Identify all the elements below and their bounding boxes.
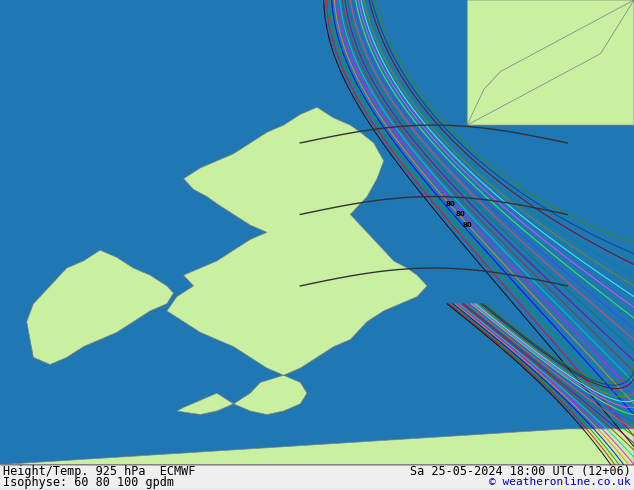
Text: Sa 25-05-2024 18:00 UTC (12+06): Sa 25-05-2024 18:00 UTC (12+06): [410, 465, 631, 478]
Bar: [0, 465, 634, 488]
Text: Height/Temp. 925 hPa  ECMWF: Height/Temp. 925 hPa ECMWF: [3, 465, 195, 478]
Polygon shape: [167, 107, 427, 415]
Text: Isophyse: 60 80 100 gpdm: Isophyse: 60 80 100 gpdm: [3, 476, 174, 489]
Text: 80: 80: [446, 201, 455, 207]
Polygon shape: [467, 0, 634, 125]
Polygon shape: [27, 250, 174, 365]
Text: © weatheronline.co.uk: © weatheronline.co.uk: [489, 477, 631, 487]
Polygon shape: [0, 429, 634, 465]
Text: 80: 80: [462, 222, 472, 228]
Text: 80: 80: [456, 211, 465, 218]
